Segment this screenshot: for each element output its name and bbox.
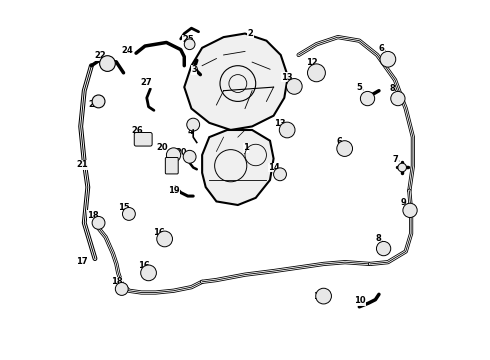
Circle shape (141, 265, 156, 281)
Circle shape (380, 51, 396, 67)
Text: 21: 21 (76, 161, 88, 170)
FancyBboxPatch shape (165, 157, 178, 174)
Text: 5: 5 (356, 83, 362, 92)
Text: 1: 1 (243, 143, 249, 152)
Circle shape (157, 231, 172, 247)
Text: 11: 11 (313, 292, 324, 301)
Polygon shape (202, 130, 273, 205)
Circle shape (92, 216, 105, 229)
Circle shape (92, 95, 105, 108)
Text: 12: 12 (306, 58, 318, 67)
Text: 16: 16 (138, 261, 149, 270)
Text: 25: 25 (183, 36, 195, 45)
Text: 23: 23 (88, 100, 99, 109)
Text: 20: 20 (156, 143, 168, 152)
Text: 18: 18 (111, 277, 122, 286)
Circle shape (122, 207, 135, 220)
Circle shape (308, 64, 325, 82)
Circle shape (187, 118, 199, 131)
Circle shape (337, 141, 352, 157)
Circle shape (376, 242, 391, 256)
Text: 4: 4 (188, 127, 194, 136)
Circle shape (99, 56, 115, 71)
Text: 17: 17 (75, 257, 87, 266)
Text: 22: 22 (94, 51, 106, 60)
Text: 6: 6 (336, 137, 342, 146)
Text: 13: 13 (274, 119, 286, 128)
Circle shape (184, 39, 195, 50)
Text: 20: 20 (175, 148, 187, 157)
Circle shape (403, 203, 417, 217)
Text: 9: 9 (401, 198, 407, 207)
Circle shape (279, 122, 295, 138)
Text: 26: 26 (131, 126, 143, 135)
Text: 15: 15 (118, 203, 129, 212)
Circle shape (115, 283, 128, 296)
Text: 6: 6 (378, 44, 384, 53)
Text: 7: 7 (393, 155, 399, 164)
Circle shape (183, 150, 196, 163)
Text: 24: 24 (121, 46, 133, 55)
Text: 18: 18 (87, 211, 98, 220)
Circle shape (398, 163, 407, 172)
Circle shape (360, 91, 375, 106)
Polygon shape (184, 33, 288, 130)
Circle shape (273, 168, 287, 181)
Text: 8: 8 (376, 234, 382, 243)
Circle shape (316, 288, 331, 304)
Circle shape (391, 91, 405, 106)
FancyBboxPatch shape (134, 132, 152, 146)
Circle shape (287, 78, 302, 94)
Circle shape (167, 148, 181, 162)
Text: 13: 13 (281, 73, 293, 82)
Text: 14: 14 (269, 163, 280, 172)
Text: 16: 16 (153, 228, 165, 237)
Text: 10: 10 (354, 296, 366, 305)
Text: 3: 3 (191, 66, 197, 75)
Text: 27: 27 (141, 78, 152, 87)
Text: 19: 19 (168, 186, 179, 195)
Text: 2: 2 (248, 29, 254, 38)
Text: 8: 8 (389, 84, 395, 93)
